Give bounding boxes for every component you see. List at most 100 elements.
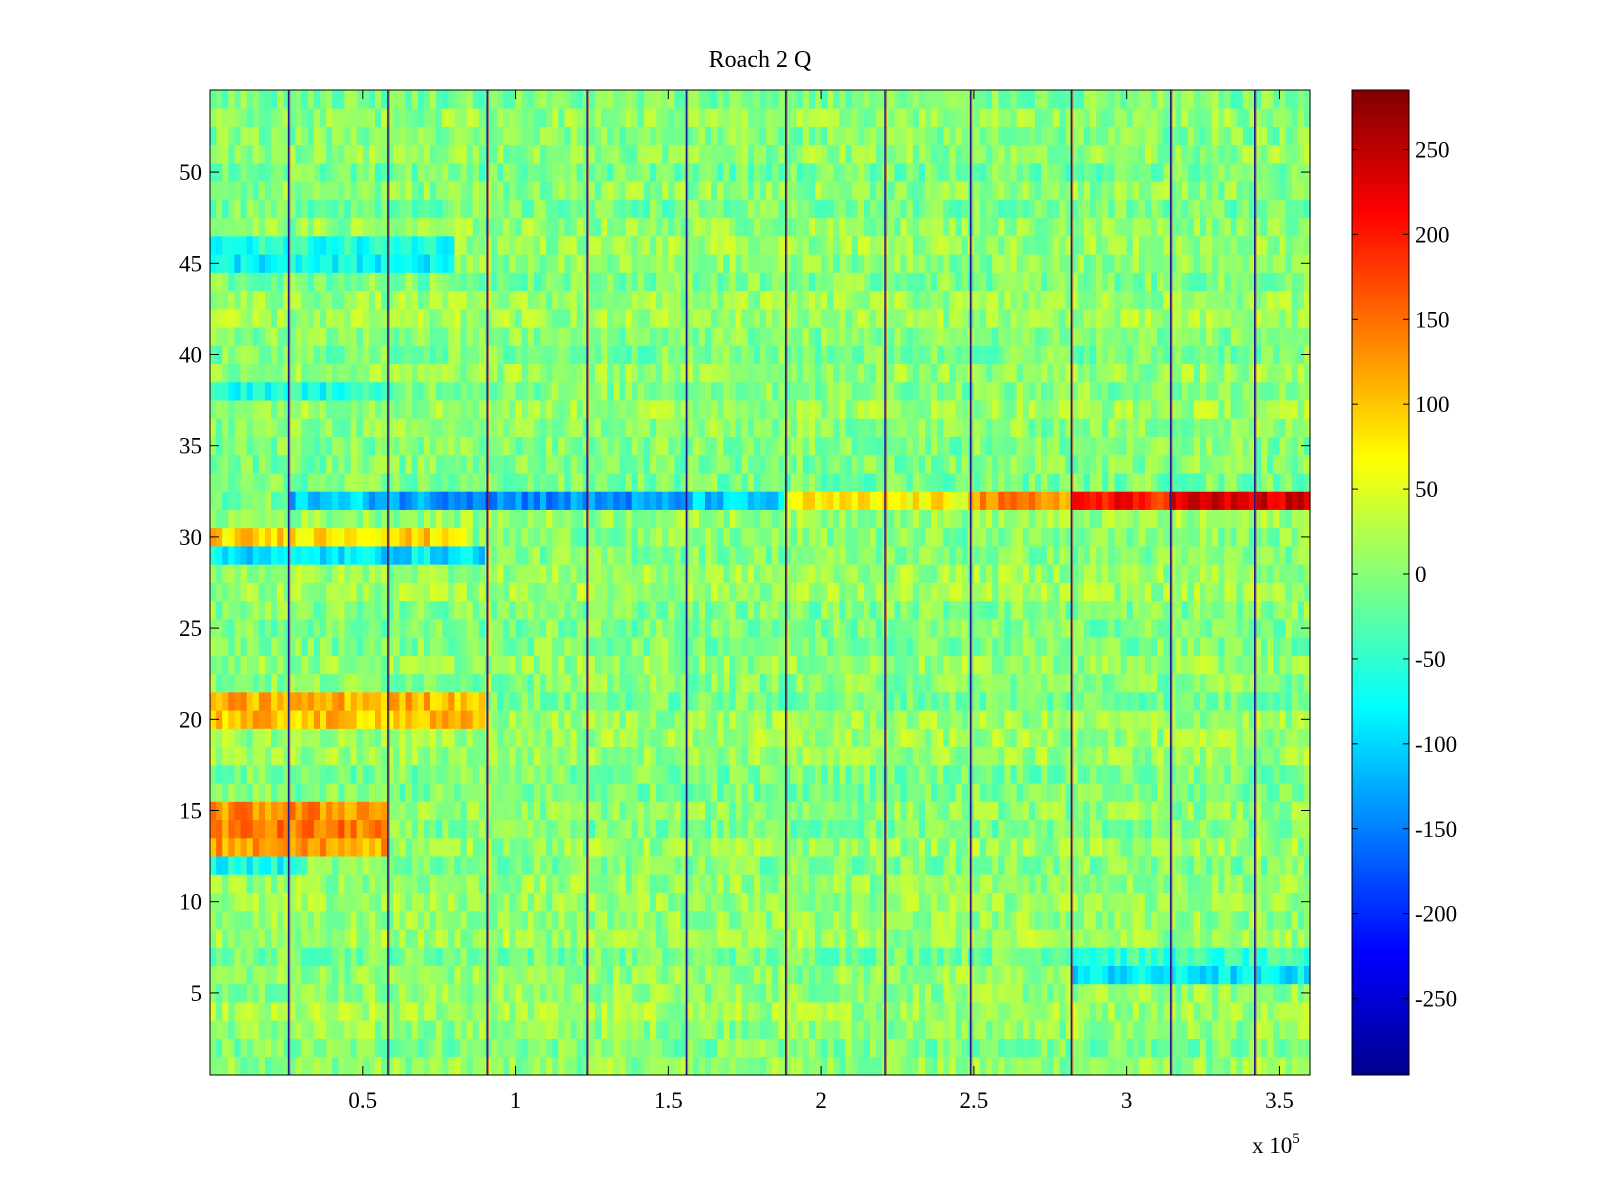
heatmap-cell: [827, 746, 834, 766]
heatmap-cell: [1090, 637, 1097, 656]
heatmap-cell: [1065, 600, 1073, 620]
heatmap-cell: [698, 600, 706, 620]
heatmap-cell: [1212, 710, 1219, 729]
heatmap-cell: [1145, 837, 1152, 857]
heatmap-cell: [503, 874, 511, 893]
heatmap-cell: [466, 637, 474, 656]
heatmap-cell: [1242, 1038, 1250, 1058]
heatmap-cell: [295, 728, 303, 748]
heatmap-cell: [668, 910, 676, 930]
heatmap-cell: [753, 728, 761, 748]
heatmap-cell: [399, 582, 407, 602]
heatmap-cell: [356, 728, 364, 748]
heatmap-cell: [711, 691, 718, 711]
heatmap-cell: [692, 801, 700, 821]
heatmap-cell: [1047, 673, 1054, 693]
heatmap-cell: [228, 929, 236, 948]
heatmap-cell: [692, 783, 700, 802]
heatmap-cell: [943, 637, 951, 656]
heatmap-cell: [778, 874, 786, 893]
heatmap-cell: [601, 637, 608, 656]
heatmap-cell: [918, 892, 926, 912]
heatmap-cell: [1255, 947, 1262, 966]
heatmap-cell: [625, 637, 633, 656]
heatmap-cell: [283, 728, 291, 748]
heatmap-cell: [1206, 874, 1213, 893]
heatmap-cell: [375, 783, 382, 802]
heatmap-cell: [320, 1020, 327, 1039]
heatmap-cell: [454, 764, 462, 784]
heatmap-cell: [796, 764, 804, 784]
heatmap-cell: [1285, 910, 1293, 930]
heatmap-cell: [643, 783, 651, 802]
heatmap-cell: [1163, 783, 1171, 802]
heatmap-cell: [295, 892, 303, 912]
heatmap-cell: [876, 600, 883, 620]
heatmap-cell: [918, 874, 926, 893]
heatmap-cell: [295, 655, 303, 675]
heatmap-cell: [1206, 783, 1213, 802]
heatmap-cell: [918, 1020, 926, 1039]
heatmap-cell: [1114, 710, 1122, 729]
heatmap-cell: [1279, 892, 1287, 912]
heatmap-cell: [313, 1002, 321, 1021]
heatmap-cell: [802, 1038, 810, 1058]
heatmap-cell: [717, 929, 724, 948]
heatmap-cell: [918, 637, 926, 656]
heatmap-cell: [1206, 1020, 1213, 1039]
heatmap-cell: [546, 837, 553, 857]
heatmap-cell: [564, 1056, 572, 1076]
heatmap-cell: [705, 691, 712, 711]
heatmap-cell: [943, 710, 951, 729]
heatmap-cell: [796, 1038, 804, 1058]
heatmap-cell: [912, 983, 920, 1003]
heatmap-cell: [931, 874, 938, 893]
heatmap-cell: [753, 965, 761, 985]
heatmap-cell: [1303, 655, 1311, 675]
heatmap-cell: [381, 673, 388, 693]
heatmap-cell: [735, 910, 743, 930]
heatmap-cell: [1163, 983, 1171, 1003]
heatmap-cell: [808, 564, 816, 583]
heatmap-cell: [784, 819, 792, 839]
heatmap-cell: [1169, 856, 1177, 875]
heatmap-cell: [808, 637, 816, 656]
heatmap-cell: [662, 746, 669, 766]
heatmap-cell: [375, 856, 382, 875]
heatmap-cell: [472, 783, 480, 802]
heatmap-cell: [411, 874, 419, 893]
heatmap-cell: [405, 618, 413, 638]
heatmap-cell: [1114, 600, 1122, 620]
heatmap-cell: [265, 965, 272, 985]
heatmap-cell: [344, 929, 352, 948]
heatmap-cell: [955, 983, 963, 1003]
heatmap-cell: [1071, 618, 1079, 638]
heatmap-cell: [943, 910, 951, 930]
heatmap-cell: [1090, 600, 1097, 620]
heatmap-cell: [650, 947, 657, 966]
heatmap-cell: [1053, 837, 1061, 857]
heatmap-cell: [472, 655, 480, 675]
heatmap-cell: [1077, 746, 1085, 766]
heatmap-cell: [478, 874, 486, 893]
heatmap-cell: [332, 856, 339, 875]
heatmap-cell: [1212, 691, 1219, 711]
heatmap-cell: [472, 1056, 480, 1076]
heatmap-cell: [540, 783, 547, 802]
heatmap-cell: [240, 673, 248, 693]
heatmap-cell: [1102, 874, 1109, 893]
heatmap-cell: [265, 618, 272, 638]
heatmap-cell: [1291, 837, 1299, 857]
heatmap-cell: [1108, 983, 1116, 1003]
heatmap-cell: [210, 600, 217, 620]
heatmap-cell: [802, 582, 810, 602]
heatmap-cell: [753, 1020, 761, 1039]
heatmap-cell: [1022, 929, 1030, 948]
heatmap-cell: [258, 947, 266, 966]
heatmap-cell: [686, 582, 694, 602]
heatmap-cell: [1303, 874, 1311, 893]
heatmap-cell: [1132, 1020, 1140, 1039]
heatmap-cell: [870, 983, 877, 1003]
heatmap-cell: [509, 1038, 517, 1058]
